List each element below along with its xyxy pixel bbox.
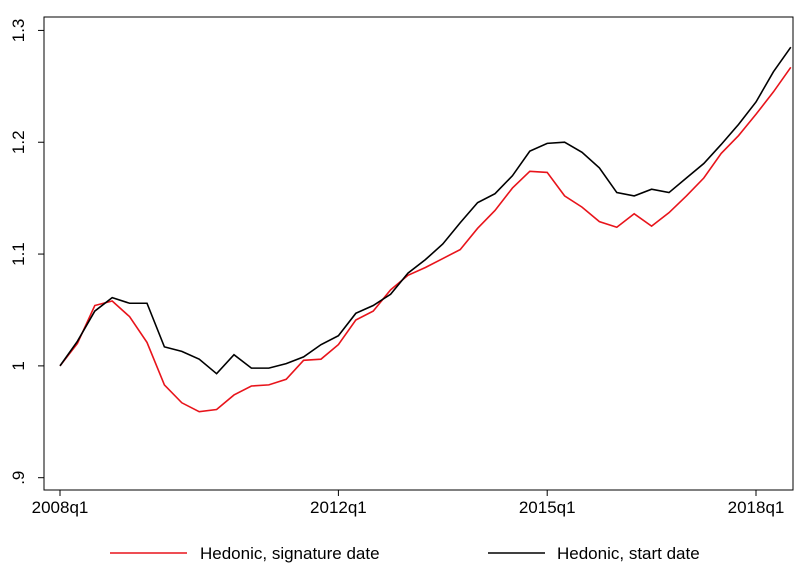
plot-frame — [43, 16, 794, 491]
series-line — [59, 66, 792, 413]
series-line — [59, 46, 792, 375]
legend-label: Hedonic, start date — [557, 544, 700, 563]
y-tick-label: 1 — [9, 361, 28, 370]
x-tick-label: 2008q1 — [32, 498, 89, 517]
x-tick-label: 2018q1 — [728, 498, 785, 517]
x-tick-label: 2015q1 — [519, 498, 576, 517]
y-tick-label: 1.2 — [9, 130, 28, 154]
x-tick-label: 2012q1 — [310, 498, 367, 517]
y-tick-label: 1.1 — [9, 242, 28, 266]
y-tick-label: 1.3 — [9, 19, 28, 43]
y-tick-label: .9 — [9, 471, 28, 485]
legend-label: Hedonic, signature date — [200, 544, 380, 563]
